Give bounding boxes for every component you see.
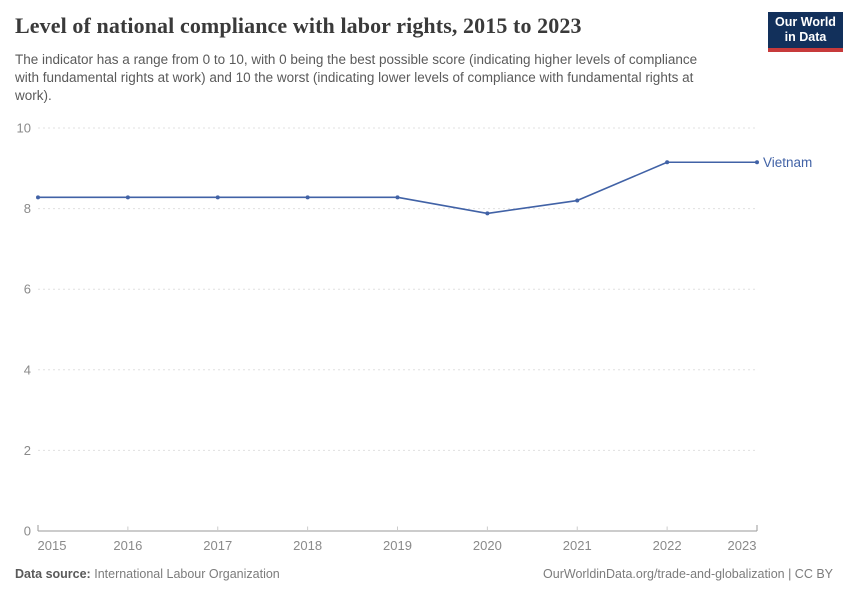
y-tick-label-10: 10 <box>17 121 31 136</box>
data-source: Data source: International Labour Organi… <box>15 567 280 581</box>
data-source-label: Data source: <box>15 567 91 581</box>
y-tick-label-0: 0 <box>24 524 31 539</box>
series-line-vietnam <box>37 161 758 215</box>
y-tick-label-4: 4 <box>24 362 31 377</box>
chart-footer: Data source: International Labour Organi… <box>15 567 833 581</box>
y-tick-label-8: 8 <box>24 201 31 216</box>
data-point-vietnam-2021[interactable] <box>575 198 580 203</box>
x-tick-label-2021: 2021 <box>563 538 592 553</box>
owid-logo-line2: in Data <box>784 30 827 44</box>
data-point-vietnam-2019[interactable] <box>395 195 400 200</box>
data-point-vietnam-2020[interactable] <box>485 211 490 216</box>
page-title: Level of national compliance with labor … <box>15 13 582 38</box>
y-tick-label-2: 2 <box>24 443 31 458</box>
line-chart[interactable]: 0 2 4 6 8 10 2015 2016 2017 2018 2019 2020 2021 2022 2… <box>0 113 850 561</box>
license-link[interactable]: OurWorldinData.org/trade-and-globalizati… <box>543 567 833 581</box>
x-tick-label-2019: 2019 <box>383 538 412 553</box>
x-tick-label-2017: 2017 <box>203 538 232 553</box>
y-tick-label-6: 6 <box>24 282 31 297</box>
owid-logo[interactable]: Our World in Data <box>768 12 843 52</box>
data-point-vietnam-2022[interactable] <box>665 160 670 165</box>
x-tick-label-2018: 2018 <box>293 538 322 553</box>
x-tick-label-2022: 2022 <box>653 538 682 553</box>
data-point-vietnam-2015[interactable] <box>36 195 40 200</box>
data-point-vietnam-2023[interactable] <box>755 160 759 165</box>
chart-subtitle: The indicator has a range from 0 to 10, … <box>15 52 698 103</box>
x-tick-label-2015: 2015 <box>38 538 67 553</box>
x-tick-label-2020: 2020 <box>473 538 502 553</box>
data-point-vietnam-2016[interactable] <box>125 195 130 200</box>
x-tick-label-2016: 2016 <box>113 538 142 553</box>
series-label-vietnam[interactable]: Vietnam <box>763 155 812 170</box>
data-source-value: International Labour Organization <box>94 567 280 581</box>
data-point-vietnam-2018[interactable] <box>305 195 310 200</box>
data-point-vietnam-2017[interactable] <box>215 195 220 200</box>
x-tick-label-2023: 2023 <box>728 538 757 553</box>
owid-logo-line1: Our World <box>775 15 836 29</box>
